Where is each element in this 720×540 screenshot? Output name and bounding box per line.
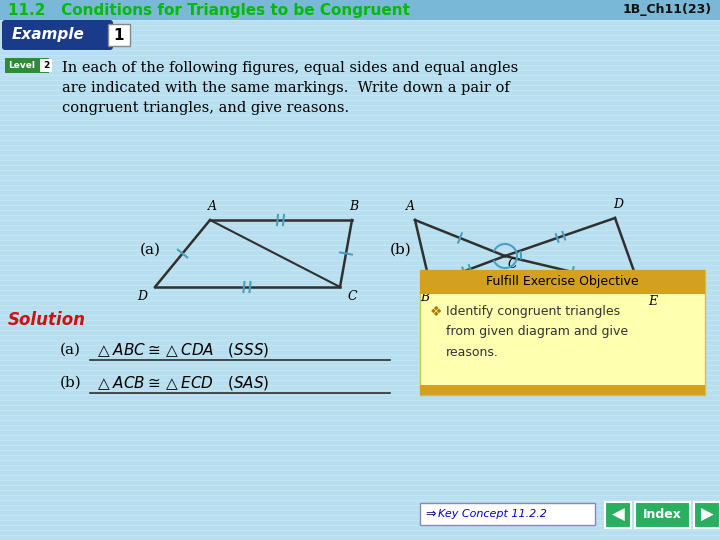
Text: (a): (a) [60,343,81,357]
Text: D: D [137,290,147,303]
Bar [5,58,49,73]
Bar [108,24,130,46]
Text: $\triangle ACB \cong \triangle ECD$   $(SAS)$: $\triangle ACB \cong \triangle ECD$ $(SA… [95,374,269,392]
Text: In each of the following figures, equal sides and equal angles: In each of the following figures, equal … [62,61,518,75]
Text: Example: Example [12,28,85,43]
Text: reasons.: reasons. [446,346,499,359]
Text: $\triangle ABC \cong \triangle CDA$   $(SSS)$: $\triangle ABC \cong \triangle CDA$ $(SS… [95,341,269,359]
FancyBboxPatch shape [2,20,113,50]
Text: ◀: ◀ [611,506,624,524]
Text: are indicated with the same markings.  Write down a pair of: are indicated with the same markings. Wr… [62,81,510,95]
Text: ❖: ❖ [430,305,443,319]
Bar [605,502,631,528]
Text: ▶: ▶ [701,506,714,524]
Text: Fulfill Exercise Objective: Fulfill Exercise Objective [486,275,639,288]
Text: 1: 1 [114,28,125,43]
Text: B: B [420,291,430,304]
Bar [420,270,705,395]
Text: ⇒: ⇒ [425,508,436,521]
Bar [420,503,595,525]
Text: Key Concept 11.2.2: Key Concept 11.2.2 [438,509,547,519]
Bar [694,502,720,528]
Text: A: A [207,200,217,213]
Text: (b): (b) [390,243,412,257]
Text: A: A [405,200,415,213]
Text: Solution: Solution [8,311,86,329]
Text: E: E [648,295,657,308]
Bar [420,270,705,294]
Text: Identify congruent triangles: Identify congruent triangles [446,306,620,319]
Text: Index: Index [643,509,682,522]
Text: Level: Level [8,62,35,71]
Text: from given diagram and give: from given diagram and give [446,326,628,339]
Text: congruent triangles, and give reasons.: congruent triangles, and give reasons. [62,101,349,115]
Bar [40,59,52,72]
Text: (a): (a) [140,243,161,257]
Text: 1B_Ch11(23): 1B_Ch11(23) [623,3,712,17]
Text: B: B [349,200,359,213]
Bar [635,502,690,528]
Text: 2: 2 [43,62,49,71]
Bar [0,0,720,20]
Text: C: C [348,290,358,303]
Bar [420,385,705,395]
Text: D: D [613,198,623,211]
Text: 11.2   Conditions for Triangles to be Congruent: 11.2 Conditions for Triangles to be Cong… [8,3,410,17]
Text: C: C [508,258,518,271]
Text: (b): (b) [60,376,82,390]
